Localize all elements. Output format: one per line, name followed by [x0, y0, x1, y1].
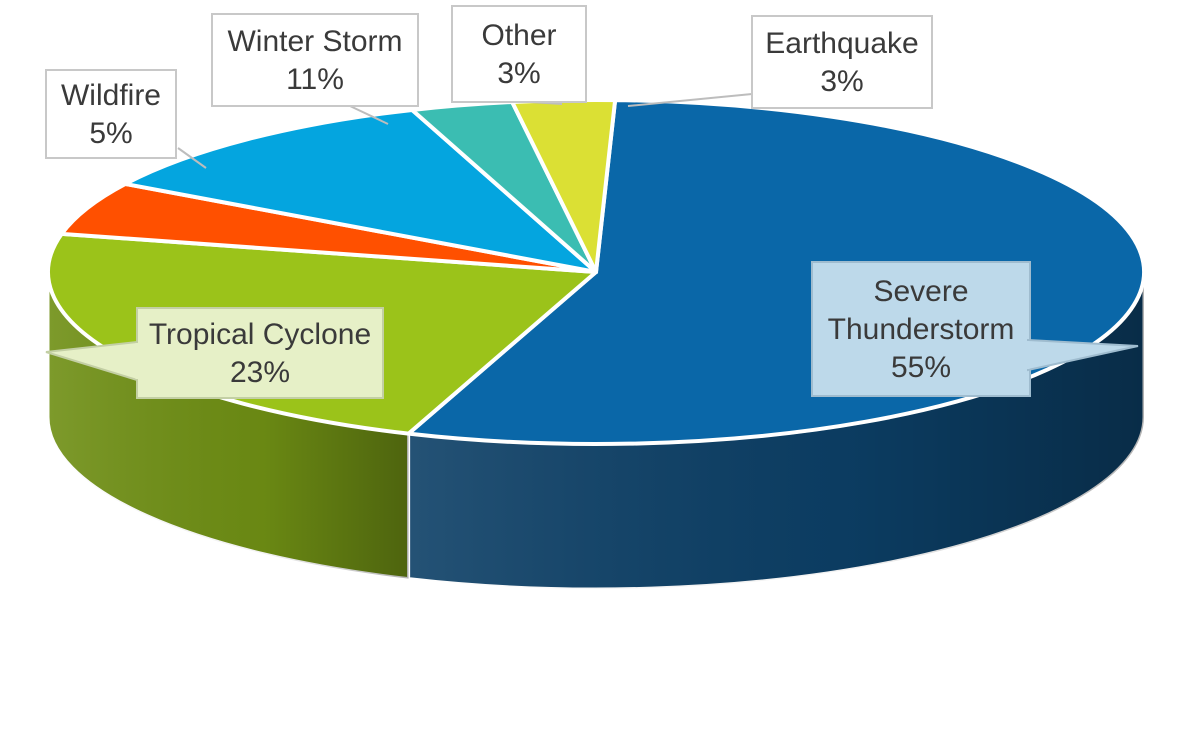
slice-percent-winter-storm: 11% — [286, 63, 344, 96]
slice-label-tropical-cyclone: Tropical Cyclone — [149, 318, 371, 351]
callout-box-winter-storm — [211, 13, 419, 107]
slice-percent-other: 3% — [497, 57, 540, 90]
slice-percent-wildfire: 5% — [89, 117, 132, 150]
callout-leader-wildfire — [177, 147, 207, 169]
callout-box-severe-thunderstorm — [811, 261, 1031, 397]
slice-percent-severe-thunderstorm: 55% — [891, 351, 951, 384]
pie-callouts: Severe Thunderstorm 55% Tropical Cyclone 23%… — [45, 5, 1139, 399]
slice-percent-earthquake: 3% — [820, 65, 863, 98]
callout-earthquake: Earthquake 3% — [627, 15, 933, 109]
callout-box-earthquake — [751, 15, 933, 109]
callout-leader-earthquake — [627, 93, 753, 107]
callout-severe-thunderstorm: Severe Thunderstorm 55% — [811, 261, 1139, 397]
slice-label-wildfire: Wildfire — [61, 79, 161, 112]
callout-tropical-cyclone: Tropical Cyclone 23% — [45, 307, 384, 399]
callout-box-wildfire — [45, 69, 177, 159]
slice-percent-tropical-cyclone: 23% — [230, 356, 290, 389]
callout-other: Other 3% — [451, 5, 587, 105]
pie-sides — [46, 271, 1146, 591]
callout-leader-winter-storm — [349, 105, 389, 125]
callout-winter-storm: Winter Storm 11% — [211, 13, 419, 125]
callout-wildfire: Wildfire 5% — [45, 69, 207, 169]
slice-label-earthquake: Earthquake — [765, 27, 918, 60]
pie-slice-winter-storm — [123, 107, 598, 274]
pie-side-shade-tropical-cyclone — [48, 272, 409, 579]
slice-label-severe-thunderstorm: Severe — [873, 275, 968, 308]
callout-box-tropical-cyclone — [136, 307, 384, 399]
callout-box-other — [451, 5, 587, 103]
slice-label-severe-thunderstorm: Thunderstorm — [828, 313, 1015, 346]
slice-label-other: Other — [481, 19, 556, 52]
slice-label-winter-storm: Winter Storm — [227, 25, 402, 58]
pie-side-shade-severe-thunderstorm — [408, 272, 1144, 589]
